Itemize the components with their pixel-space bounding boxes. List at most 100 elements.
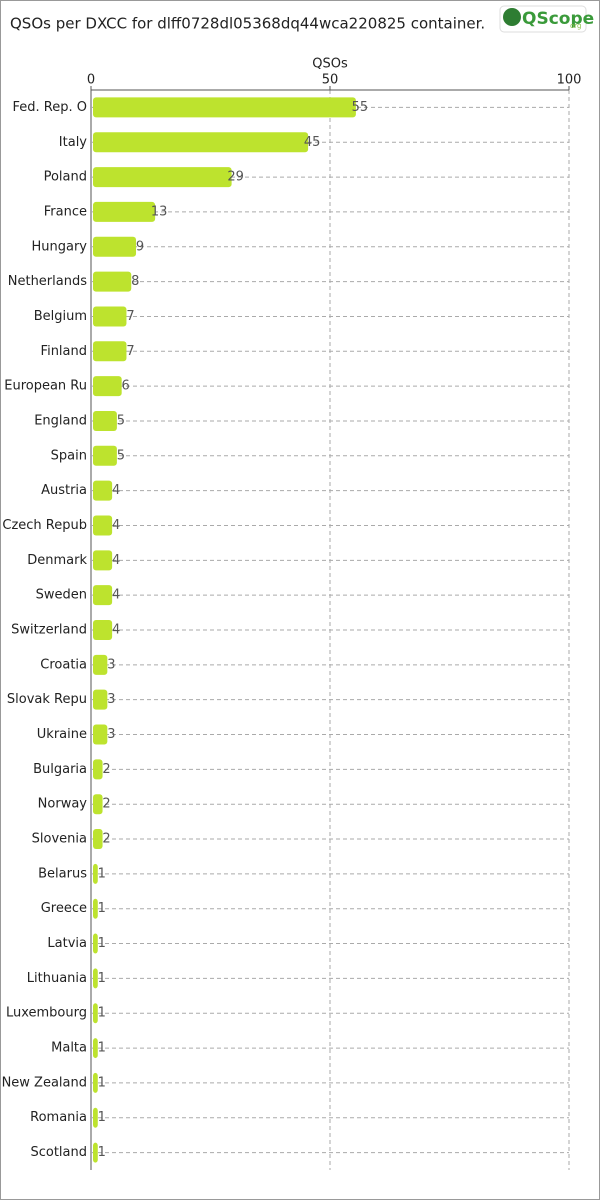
bar [93,829,103,850]
bar [93,236,137,257]
bar [93,863,98,884]
value-label: 3 [107,657,115,672]
value-label: 1 [98,1145,106,1160]
bar [93,132,309,153]
x-tick-label: 0 [87,73,95,88]
value-label: 1 [98,1006,106,1021]
value-label: 13 [151,204,168,219]
y-tick-label: Norway [38,797,88,812]
logo: QScope org [499,5,594,33]
logo-box [499,5,587,33]
value-label: 29 [227,170,244,185]
bar [93,1107,98,1128]
value-label: 3 [107,727,115,742]
y-tick-label: Switzerland [11,623,87,638]
bar [93,410,117,431]
value-label: 2 [102,832,110,847]
bar [93,933,98,954]
bar [93,1038,98,1059]
value-label: 1 [98,971,106,986]
y-tick-label: Denmark [27,553,87,568]
bar [93,515,113,536]
y-tick-label: Slovak Repu [7,692,87,707]
value-label: 1 [98,866,106,881]
bar [93,271,132,292]
bar [93,341,127,362]
y-tick-label: Hungary [31,239,87,254]
bar [93,376,122,397]
value-label: 4 [112,553,120,568]
bar [93,445,117,466]
value-label: 9 [136,239,144,254]
bar [93,759,103,780]
y-tick-label: Netherlands [8,274,87,289]
value-label: 4 [112,588,120,603]
value-label: 5 [117,448,125,463]
value-label: 3 [107,692,115,707]
bar [93,794,103,815]
y-tick-label: Sweden [36,588,87,603]
y-tick-label: Belarus [38,866,87,881]
value-label: 1 [98,1075,106,1090]
value-label: 1 [98,1041,106,1056]
y-tick-label: European Ru [4,379,87,394]
value-label: 4 [112,483,120,498]
value-label: 8 [131,274,139,289]
value-label: 1 [98,901,106,916]
y-tick-label: Poland [44,170,87,185]
x-axis-title: QSOs [312,57,348,72]
bar [93,689,108,710]
y-tick-label: Slovenia [32,832,87,847]
y-tick-label: Czech Repub [2,518,87,533]
y-tick-label: Luxembourg [6,1006,87,1021]
value-label: 2 [102,797,110,812]
y-tick-label: Malta [51,1041,87,1056]
y-tick-label: Ukraine [37,727,87,742]
x-tick-label: 100 [557,73,582,88]
value-label: 6 [122,379,130,394]
y-tick-label: England [34,413,87,428]
value-label: 1 [98,1110,106,1125]
bar [93,167,232,188]
y-tick-label: France [44,204,87,219]
value-label: 55 [352,100,369,115]
value-label: 7 [126,309,134,324]
bar [93,550,113,571]
y-tick-label: New Zealand [2,1075,87,1090]
bar [93,654,108,675]
y-tick-label: Latvia [47,936,87,951]
value-label: 4 [112,518,120,533]
y-tick-label: Bulgaria [33,762,87,777]
bar [93,898,98,919]
y-tick-label: Spain [51,448,87,463]
bar [93,585,113,606]
y-tick-label: Lithuania [27,971,87,986]
bar [93,201,156,222]
logo-suffix: org [570,22,581,30]
y-tick-label: Austria [41,483,87,498]
bar [93,1142,98,1163]
bar [93,1072,98,1093]
y-tick-label: Scotland [30,1145,87,1160]
y-tick-label: Fed. Rep. O [13,100,87,115]
value-label: 4 [112,623,120,638]
logo-icon [503,8,521,26]
y-tick-label: Finland [41,344,87,359]
y-tick-label: Romania [30,1110,87,1125]
y-tick-label: Belgium [34,309,87,324]
value-label: 1 [98,936,106,951]
y-tick-label: Croatia [40,657,87,672]
bar [93,480,113,501]
value-label: 5 [117,413,125,428]
bar [93,97,356,118]
x-tick-label: 50 [322,73,339,88]
bar [93,620,113,640]
y-tick-label: Greece [41,901,87,916]
chart-title: QSOs per DXCC for dlff0728dl05368dq44wca… [10,15,485,33]
bar [93,1003,98,1024]
bar [93,968,98,989]
y-tick-label: Italy [59,135,88,150]
logo-name: QScope [522,9,594,29]
